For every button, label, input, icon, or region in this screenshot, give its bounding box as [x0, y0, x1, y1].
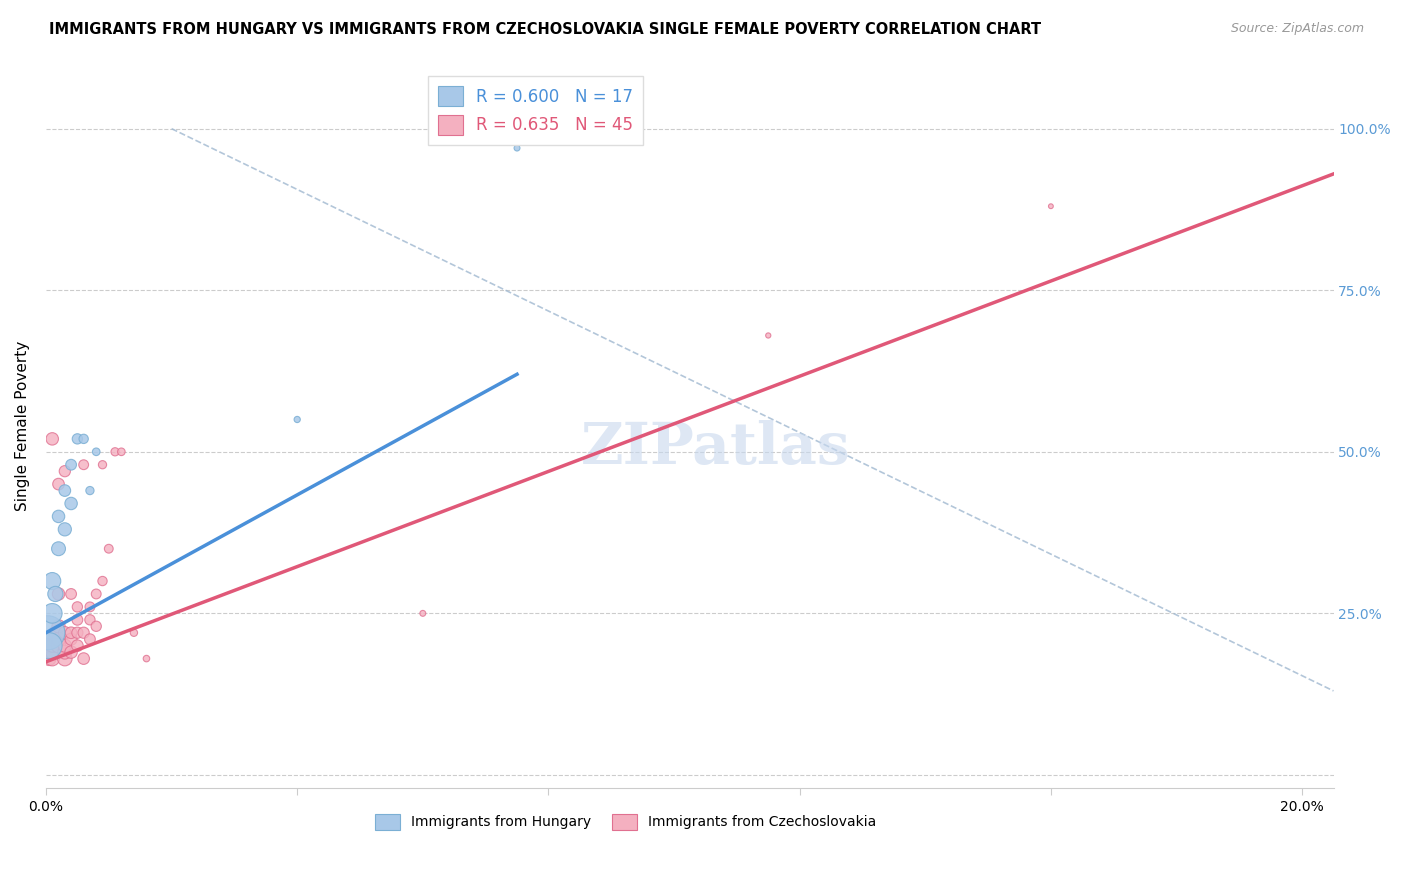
Point: [60, 496, 83, 510]
Point: [66, 625, 89, 640]
Point: [41, 607, 63, 621]
Point: [48, 632, 70, 647]
Point: [84, 444, 107, 458]
Point: [72, 458, 94, 472]
Point: [60, 587, 83, 601]
Point: [72, 432, 94, 446]
Text: Source: ZipAtlas.com: Source: ZipAtlas.com: [1230, 22, 1364, 36]
Point: [66, 432, 89, 446]
Point: [48, 509, 70, 524]
Point: [37, 645, 59, 659]
Point: [91, 574, 114, 588]
Point: [37, 639, 59, 653]
Point: [48, 619, 70, 633]
Point: [44, 587, 66, 601]
Point: [53, 522, 76, 536]
Point: [60, 645, 83, 659]
Point: [38, 651, 60, 665]
Point: [110, 444, 132, 458]
Point: [53, 651, 76, 665]
Point: [53, 645, 76, 659]
Point: [79, 599, 101, 614]
Point: [412, 607, 434, 621]
Point: [60, 458, 83, 472]
Point: [72, 625, 94, 640]
Legend: Immigrants from Hungary, Immigrants from Czechoslovakia: Immigrants from Hungary, Immigrants from…: [370, 808, 882, 835]
Point: [79, 483, 101, 498]
Text: ZIPatlas: ZIPatlas: [581, 419, 851, 475]
Point: [37, 625, 59, 640]
Point: [60, 625, 83, 640]
Point: [41, 645, 63, 659]
Point: [72, 651, 94, 665]
Point: [66, 599, 89, 614]
Point: [756, 328, 779, 343]
Point: [97, 541, 120, 556]
Point: [48, 541, 70, 556]
Point: [79, 613, 101, 627]
Point: [1039, 199, 1062, 213]
Y-axis label: Single Female Poverty: Single Female Poverty: [15, 341, 30, 511]
Point: [53, 625, 76, 640]
Point: [48, 639, 70, 653]
Point: [41, 651, 63, 665]
Point: [79, 632, 101, 647]
Point: [91, 458, 114, 472]
Point: [122, 625, 145, 640]
Point: [41, 639, 63, 653]
Point: [66, 613, 89, 627]
Point: [44, 625, 66, 640]
Point: [41, 432, 63, 446]
Point: [285, 412, 308, 426]
Point: [41, 574, 63, 588]
Point: [60, 632, 83, 647]
Point: [84, 619, 107, 633]
Point: [48, 587, 70, 601]
Text: IMMIGRANTS FROM HUNGARY VS IMMIGRANTS FROM CZECHOSLOVAKIA SINGLE FEMALE POVERTY : IMMIGRANTS FROM HUNGARY VS IMMIGRANTS FR…: [49, 22, 1042, 37]
Point: [38, 639, 60, 653]
Point: [66, 639, 89, 653]
Point: [506, 141, 529, 155]
Point: [84, 587, 107, 601]
Point: [104, 444, 127, 458]
Point: [53, 639, 76, 653]
Point: [48, 477, 70, 491]
Point: [39, 639, 62, 653]
Point: [53, 483, 76, 498]
Point: [135, 651, 157, 665]
Point: [53, 464, 76, 478]
